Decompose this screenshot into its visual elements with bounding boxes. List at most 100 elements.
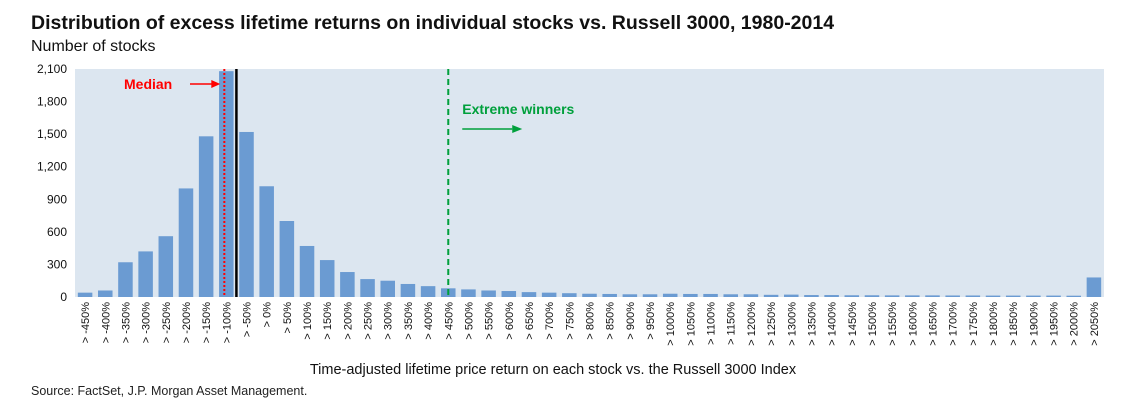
- bar: [965, 295, 981, 297]
- bar: [905, 295, 920, 297]
- x-tick-label: > 350%: [403, 302, 415, 340]
- x-tick-label: > 1000%: [665, 302, 677, 346]
- bar: [562, 293, 577, 297]
- bar: [784, 294, 799, 297]
- x-tick-label: > 1450%: [847, 302, 859, 346]
- bar: [763, 294, 779, 297]
- bar: [259, 186, 274, 297]
- x-tick-label: > 150%: [322, 302, 334, 340]
- x-tick-label: > 1100%: [706, 302, 718, 345]
- x-tick-label: > -50%: [242, 302, 254, 337]
- x-tick-label: > 1850%: [1008, 302, 1020, 346]
- chart-title: Distribution of excess lifetime returns …: [31, 12, 835, 34]
- x-tick-label: > 800%: [585, 302, 597, 340]
- bar: [420, 286, 436, 297]
- y-tick-label: 300: [47, 257, 67, 271]
- x-tick-label: > 450%: [443, 302, 455, 340]
- x-tick-label: > -100%: [221, 302, 233, 343]
- bar: [642, 294, 658, 297]
- bar: [1086, 277, 1102, 297]
- x-tick-label: > -250%: [161, 302, 173, 343]
- bar: [279, 221, 295, 297]
- y-tick-label: 600: [47, 225, 67, 239]
- annotations: Median Extreme winners: [124, 69, 575, 297]
- source-note: Source: FactSet, J.P. Morgan Asset Manag…: [31, 384, 308, 398]
- bar: [662, 293, 678, 297]
- x-tick-label: > 400%: [423, 302, 435, 340]
- bar: [1046, 295, 1061, 297]
- x-tick-label: > -150%: [201, 302, 213, 343]
- x-tick-label: > 950%: [645, 302, 657, 340]
- bar: [703, 293, 718, 297]
- x-tick-label: > 700%: [544, 302, 556, 340]
- bar: [985, 295, 1001, 297]
- bar: [723, 294, 738, 297]
- bar: [884, 295, 900, 297]
- bar: [743, 294, 759, 297]
- x-tick-label: > 1800%: [988, 302, 1000, 346]
- x-tick-label: > 2050%: [1089, 302, 1101, 346]
- x-axis: > -450% > -400% > -350% > -300% > -250% > -20…: [80, 302, 1101, 346]
- bar: [98, 290, 113, 297]
- x-tick-label: > 2000%: [1069, 302, 1081, 346]
- bar: [198, 136, 214, 297]
- chart-subtitle: Number of stocks: [31, 38, 156, 55]
- bar: [118, 262, 133, 297]
- bar: [400, 283, 416, 297]
- bar: [340, 272, 355, 297]
- bars: [77, 71, 1102, 298]
- bar: [158, 236, 174, 297]
- x-tick-label: > 1400%: [827, 302, 839, 346]
- x-tick-label: > 50%: [282, 302, 294, 334]
- x-tick-label: > -200%: [181, 302, 193, 343]
- bar: [380, 280, 395, 297]
- x-axis-label: Time-adjusted lifetime price return on e…: [310, 362, 797, 378]
- x-tick-label: > 1500%: [867, 302, 879, 346]
- bar: [945, 295, 960, 297]
- x-tick-label: > 1650%: [928, 302, 940, 346]
- x-tick-label: > 600%: [504, 302, 516, 340]
- x-tick-label: > 200%: [342, 302, 354, 340]
- bar: [622, 294, 638, 297]
- x-tick-label: > 1050%: [685, 302, 697, 346]
- bar: [77, 292, 93, 297]
- x-tick-label: > 1550%: [887, 302, 899, 346]
- y-tick-label: 1,200: [37, 160, 67, 174]
- bar: [1005, 295, 1021, 297]
- x-tick-label: > 1900%: [1028, 302, 1040, 346]
- bar: [683, 293, 698, 297]
- x-tick-label: > -300%: [141, 302, 153, 343]
- x-tick-label: > 550%: [484, 302, 496, 340]
- bar: [824, 295, 839, 297]
- x-tick-label: > 1300%: [786, 302, 798, 346]
- y-tick-label: 2,100: [37, 62, 67, 76]
- y-axis: 0 300 600 900 1,200 1,500 1,800 2,100: [37, 62, 67, 304]
- x-tick-label: > 650%: [524, 302, 536, 340]
- bar: [239, 131, 254, 297]
- y-tick-label: 1,800: [37, 95, 67, 109]
- bar: [602, 293, 617, 297]
- y-tick-label: 0: [60, 290, 67, 304]
- bar: [541, 292, 557, 297]
- bar: [844, 295, 860, 297]
- x-tick-label: > 1200%: [746, 302, 758, 346]
- x-tick-label: > 900%: [625, 302, 637, 340]
- bar: [299, 245, 315, 297]
- bar: [360, 279, 375, 297]
- bar: [864, 295, 880, 297]
- x-tick-label: > -400%: [100, 302, 112, 343]
- bar: [521, 292, 537, 297]
- bar: [804, 295, 819, 297]
- bar: [138, 251, 153, 297]
- x-tick-label: > 1600%: [907, 302, 919, 346]
- bar: [178, 188, 194, 297]
- median-arrow-head: [211, 80, 221, 88]
- median-label: Median: [124, 76, 172, 92]
- bar: [1066, 295, 1081, 297]
- x-tick-label: > 500%: [463, 302, 475, 340]
- y-tick-label: 900: [47, 192, 67, 206]
- x-tick-label: > 100%: [302, 302, 314, 340]
- x-tick-label: > 300%: [383, 302, 395, 340]
- x-tick-label: > 250%: [363, 302, 375, 340]
- x-tick-label: > 850%: [605, 302, 617, 340]
